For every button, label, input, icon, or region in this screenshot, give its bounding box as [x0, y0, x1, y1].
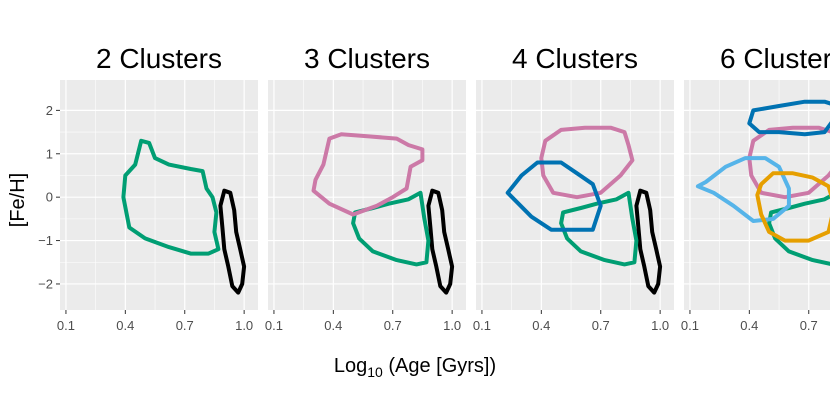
contour-blue: [505, 160, 603, 232]
contour-green: [559, 190, 639, 267]
x-tick-label: 0.1: [57, 318, 75, 333]
contour-pink: [747, 125, 830, 200]
contour-lightblue: [695, 156, 791, 223]
x-tick-label: 1.0: [235, 318, 253, 333]
x-axis-title-rest: (Age [Gyrs]): [383, 355, 496, 377]
y-tick-label: 1: [46, 146, 53, 161]
x-axis-title-subscript: 10: [367, 364, 383, 380]
x-tick-label: 0.7: [384, 318, 402, 333]
contour-green: [767, 194, 830, 266]
x-tick-label: 0.1: [265, 318, 283, 333]
panel-title: 6 Clusters: [720, 43, 830, 74]
contour-green: [121, 138, 221, 256]
panel-3: 4 Clusters 0.1 0.4 0.7 1.0: [473, 43, 674, 333]
panel-title: 3 Clusters: [304, 43, 430, 74]
x-tick-label: 0.7: [592, 318, 610, 333]
x-tick-label: 0.7: [800, 318, 818, 333]
y-tick-label: 2: [46, 103, 53, 118]
contour-orange: [755, 171, 830, 243]
y-tick-label: 0: [46, 190, 53, 205]
x-axis-title-log: Log: [334, 355, 367, 377]
x-tick-label: 0.4: [740, 318, 758, 333]
y-tick-label: −2: [38, 276, 53, 291]
contour-pink: [539, 125, 635, 200]
panel-1: 2 Clusters 0.1 0.4 0.7 1.0: [57, 43, 258, 333]
contour-blue: [747, 99, 830, 137]
panel-title: 2 Clusters: [96, 43, 222, 74]
contour-black: [634, 188, 663, 295]
y-tick-label: −1: [38, 233, 53, 248]
contour-black: [218, 188, 247, 295]
contour-black: [426, 188, 455, 295]
x-tick-label: 0.1: [681, 318, 699, 333]
panel-2: 3 Clusters 0.1 0.4 0.7 1.0: [265, 43, 466, 333]
panel-title: 4 Clusters: [512, 43, 638, 74]
x-tick-label: 0.4: [324, 318, 342, 333]
y-axis-title: [Fe/H]: [7, 173, 29, 227]
x-tick-label: 1.0: [443, 318, 461, 333]
x-tick-label: 0.4: [116, 318, 134, 333]
x-tick-label: 0.4: [532, 318, 550, 333]
y-axis: 2 1 0 −1 −2: [38, 103, 60, 291]
x-tick-label: 0.1: [473, 318, 491, 333]
contour-green: [351, 190, 431, 267]
contour-pink: [311, 132, 425, 217]
x-tick-label: 1.0: [651, 318, 669, 333]
x-tick-label: 0.7: [176, 318, 194, 333]
x-axis-title: Log10 (Age [Gyrs]): [334, 355, 496, 380]
